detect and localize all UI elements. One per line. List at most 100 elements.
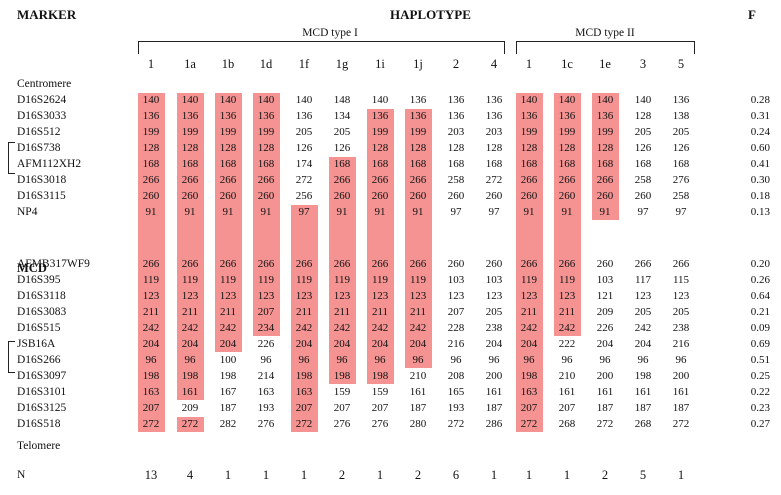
allele-cell: 266 <box>634 258 652 270</box>
n-count: 2 <box>338 468 346 482</box>
allele-cell: 211 <box>520 306 538 318</box>
allele-cell: 242 <box>409 322 427 334</box>
allele-cell: 168 <box>257 158 275 170</box>
allele-cell: 266 <box>558 258 576 270</box>
f-value: 0.09 <box>750 322 770 334</box>
allele-cell: 258 <box>634 174 652 186</box>
allele-cell: 128 <box>257 142 275 154</box>
allele-cell: 198 <box>219 370 237 382</box>
allele-cell: 210 <box>558 370 576 382</box>
allele-cell: 204 <box>409 338 427 350</box>
allele-cell: 117 <box>634 274 652 286</box>
allele-cell: 209 <box>181 402 199 414</box>
allele-cell: 207 <box>295 402 313 414</box>
allele-cell: 140 <box>295 94 313 106</box>
allele-cell: 140 <box>558 94 576 106</box>
allele-cell: 204 <box>219 338 237 350</box>
allele-cell: 136 <box>447 94 465 106</box>
allele-cell: 91 <box>336 206 348 218</box>
allele-cell: 121 <box>596 290 614 302</box>
allele-cell: 242 <box>142 322 160 334</box>
allele-cell: 276 <box>333 418 351 430</box>
marker-name: AFMB317WF9 <box>17 258 90 270</box>
allele-cell: 123 <box>142 290 160 302</box>
highlight-block <box>554 93 581 336</box>
allele-cell: 260 <box>181 190 199 202</box>
type-1-bracket <box>138 41 505 42</box>
allele-cell: 211 <box>181 306 199 318</box>
allele-cell: 226 <box>596 322 614 334</box>
allele-cell: 204 <box>333 338 351 350</box>
highlight-block <box>291 205 318 432</box>
haplotype-label: 4 <box>490 57 498 71</box>
bracket-jsb16a <box>8 341 9 373</box>
marker-name: D16S518 <box>17 418 61 430</box>
allele-cell: 260 <box>520 190 538 202</box>
haplotype-label: 1e <box>599 57 611 71</box>
allele-cell: 138 <box>672 110 690 122</box>
allele-cell: 168 <box>181 158 199 170</box>
bracket-jsb16a-bottom <box>8 372 15 373</box>
allele-cell: 134 <box>333 110 351 122</box>
allele-cell: 272 <box>295 418 313 430</box>
marker-name: D16S738 <box>17 142 61 154</box>
allele-cell: 260 <box>371 190 389 202</box>
marker-name: D16S3033 <box>17 110 67 122</box>
allele-cell: 280 <box>409 418 427 430</box>
allele-cell: 91 <box>184 206 196 218</box>
allele-cell: 209 <box>596 306 614 318</box>
allele-cell: 242 <box>295 322 313 334</box>
type-1-bracket-left <box>138 41 139 54</box>
allele-cell: 198 <box>142 370 160 382</box>
allele-cell: 211 <box>219 306 237 318</box>
allele-cell: 96 <box>561 354 573 366</box>
allele-cell: 205 <box>634 126 652 138</box>
f-value: 0.22 <box>750 386 770 398</box>
f-value: 0.51 <box>750 354 770 366</box>
allele-cell: 96 <box>260 354 272 366</box>
haplotype-header: HAPLOTYPE <box>390 7 471 22</box>
allele-cell: 207 <box>371 402 389 414</box>
allele-cell: 198 <box>181 370 199 382</box>
allele-cell: 211 <box>333 306 351 318</box>
allele-cell: 187 <box>219 402 237 414</box>
highlight-block <box>177 93 204 400</box>
marker-name: D16S3097 <box>17 370 67 382</box>
allele-cell: 123 <box>409 290 427 302</box>
allele-cell: 96 <box>523 354 535 366</box>
haplotype-label: 1 <box>525 57 533 71</box>
allele-cell: 260 <box>447 258 465 270</box>
allele-cell: 167 <box>219 386 237 398</box>
allele-cell: 207 <box>558 402 576 414</box>
allele-cell: 242 <box>634 322 652 334</box>
allele-cell: 91 <box>260 206 272 218</box>
allele-cell: 140 <box>520 94 538 106</box>
allele-cell: 128 <box>142 142 160 154</box>
allele-cell: 199 <box>520 126 538 138</box>
allele-cell: 216 <box>672 338 690 350</box>
allele-cell: 103 <box>596 274 614 286</box>
allele-cell: 266 <box>371 258 389 270</box>
allele-cell: 96 <box>488 354 500 366</box>
allele-cell: 266 <box>142 174 160 186</box>
allele-cell: 198 <box>520 370 538 382</box>
bracket-d16s738 <box>8 142 9 174</box>
allele-cell: 211 <box>558 306 576 318</box>
f-value: 0.23 <box>750 402 770 414</box>
allele-cell: 97 <box>450 206 462 218</box>
haplotype-label: 1d <box>259 57 273 71</box>
allele-cell: 136 <box>409 94 427 106</box>
allele-cell: 161 <box>634 386 652 398</box>
allele-cell: 136 <box>596 110 614 122</box>
allele-cell: 128 <box>371 142 389 154</box>
allele-cell: 276 <box>257 418 275 430</box>
highlight-block <box>516 93 543 432</box>
marker-header: MARKER <box>17 7 77 22</box>
allele-cell: 168 <box>520 158 538 170</box>
haplotype-label: 2 <box>452 57 460 71</box>
allele-cell: 168 <box>142 158 160 170</box>
allele-cell: 168 <box>447 158 465 170</box>
highlight-block <box>177 417 204 432</box>
allele-cell: 91 <box>145 206 157 218</box>
